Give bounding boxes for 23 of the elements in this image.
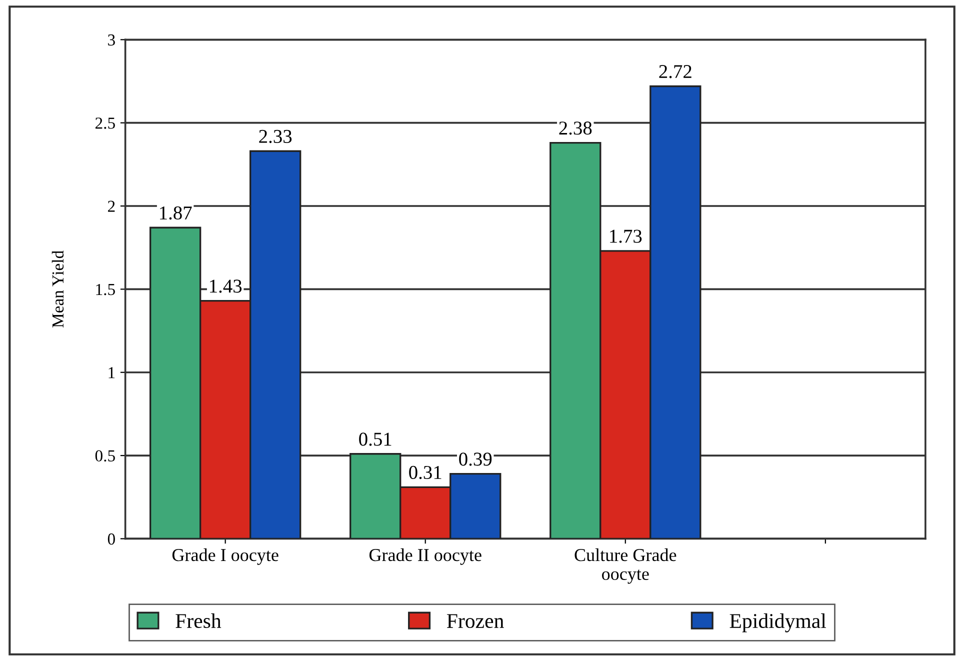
y-tick-label: 2.5 xyxy=(95,118,115,129)
data-label: 2.33 xyxy=(259,130,292,144)
y-axis-title: Mean Yield xyxy=(52,250,64,328)
y-tick-label: 1 xyxy=(108,367,115,378)
y-tick-label: 2 xyxy=(108,200,115,212)
data-label: 1.87 xyxy=(160,206,192,220)
data-label: 2.72 xyxy=(659,65,692,78)
data-label: 0.31 xyxy=(409,466,442,480)
x-tick-label: Grade I oocyte xyxy=(172,548,278,565)
x-tick-label: Grade II oocyte xyxy=(369,548,482,565)
data-label: 0.39 xyxy=(459,452,492,466)
legend-label: Epididymal xyxy=(730,613,826,632)
y-tick-label: 0.5 xyxy=(95,450,115,462)
legend-label: Fresh xyxy=(176,613,222,628)
y-tick-label: 3 xyxy=(108,34,115,46)
legend-label: Frozen xyxy=(446,614,504,628)
data-label: 2.38 xyxy=(559,122,592,135)
data-label: 0.51 xyxy=(359,432,392,446)
x-tick-label: Culture Grade oocyte xyxy=(574,548,676,584)
y-tick-label: 1.5 xyxy=(96,284,115,296)
data-label: 1.43 xyxy=(210,280,242,293)
y-tick-label: 0 xyxy=(108,533,115,545)
data-label: 1.73 xyxy=(610,230,642,243)
